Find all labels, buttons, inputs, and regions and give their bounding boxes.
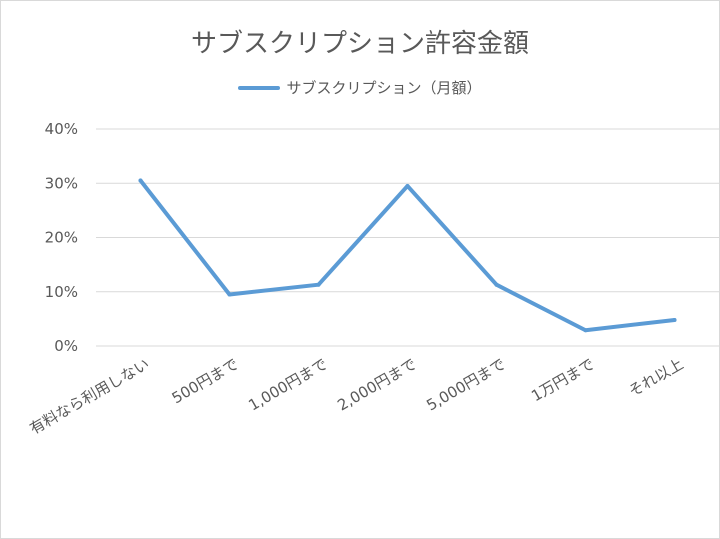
data-point: [316, 282, 321, 287]
legend-swatch: [238, 85, 281, 90]
y-tick-label: 40%: [45, 120, 78, 138]
data-point: [227, 292, 232, 297]
legend-label: サブスクリプション（月額）: [286, 79, 482, 97]
y-tick-label: 0%: [54, 337, 78, 355]
x-tick-label: 2,000円まで: [334, 355, 419, 415]
chart-title: サブスクリプション許容金額: [190, 29, 529, 59]
x-tick-label: 5,000円まで: [423, 355, 508, 415]
data-point: [494, 282, 499, 287]
data-point: [672, 317, 677, 322]
x-tick-label: それ以上: [626, 355, 687, 401]
x-tick-label: 1万円まで: [528, 355, 597, 405]
data-point: [583, 328, 588, 333]
x-tick-label: 500円まで: [169, 355, 242, 407]
y-tick-label: 20%: [45, 229, 78, 247]
x-tick-label: 1,000円まで: [245, 355, 330, 415]
y-tick-label: 10%: [45, 283, 78, 301]
x-tick-label: 有料なら利用しない: [27, 355, 153, 438]
series-line: [138, 178, 677, 333]
data-point: [138, 178, 143, 183]
legend: サブスクリプション（月額）: [1, 77, 719, 98]
data-point: [405, 183, 410, 188]
y-tick-label: 30%: [45, 174, 78, 192]
